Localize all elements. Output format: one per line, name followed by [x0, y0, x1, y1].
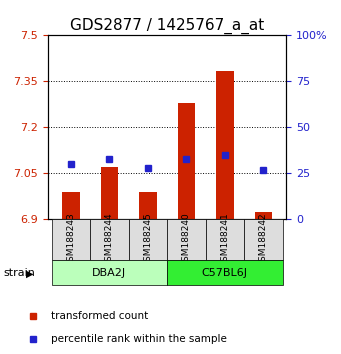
Bar [167, 260, 283, 285]
Bar [244, 219, 283, 260]
Title: GDS2877 / 1425767_a_at: GDS2877 / 1425767_a_at [70, 18, 264, 34]
Bar [139, 192, 157, 219]
Text: GSM188242: GSM188242 [259, 212, 268, 267]
Bar [206, 219, 244, 260]
Text: C57BL6J: C57BL6J [202, 268, 248, 278]
Bar [51, 260, 167, 285]
Text: strain: strain [3, 268, 35, 278]
Text: GSM188243: GSM188243 [66, 212, 75, 267]
Text: transformed count: transformed count [51, 311, 148, 321]
Bar [101, 167, 118, 219]
Bar [216, 71, 234, 219]
Bar [255, 212, 272, 219]
Bar [129, 219, 167, 260]
Bar [62, 192, 79, 219]
Bar [167, 219, 206, 260]
Text: GSM188244: GSM188244 [105, 212, 114, 267]
Text: GSM188245: GSM188245 [143, 212, 152, 267]
Text: GSM188241: GSM188241 [220, 212, 229, 267]
Text: DBA2J: DBA2J [92, 268, 127, 278]
Text: percentile rank within the sample: percentile rank within the sample [51, 334, 227, 344]
Text: ▶: ▶ [26, 268, 33, 278]
Bar [51, 219, 90, 260]
Bar [90, 219, 129, 260]
Text: GSM188240: GSM188240 [182, 212, 191, 267]
Bar [178, 103, 195, 219]
